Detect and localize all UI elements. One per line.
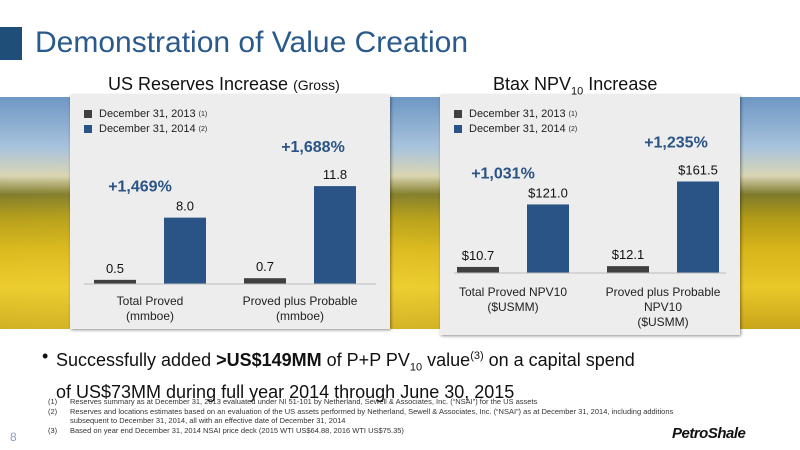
- category-label-line: Total Proved: [116, 294, 184, 308]
- category-label-line: Proved plus Probable: [242, 294, 358, 308]
- category-label-line: Proved plus Probable: [605, 285, 721, 299]
- growth-label-0: +1,031%: [471, 165, 535, 182]
- bar-2014-0: [527, 204, 569, 273]
- legend-swatch-2014: [454, 125, 462, 133]
- reserves-chart-panel: December 31, 2013 (1) December 31, 2014 (2…: [70, 95, 390, 329]
- legend-label-2014: December 31, 2014: [469, 123, 566, 135]
- category-label-line: ($USMM): [637, 315, 689, 329]
- data-label-2013-0: $10.7: [462, 248, 495, 263]
- npv-title-main: Btax NPV: [493, 74, 572, 94]
- reserves-legend: December 31, 2013 (1) December 31, 2014 (2…: [84, 107, 207, 137]
- npv-chart-panel: December 31, 2013 (1) December 31, 2014 (2…: [440, 95, 740, 335]
- footnote-text: Based on year end December 31, 2014 NSAI…: [70, 425, 404, 435]
- bar-2013-0: [94, 279, 136, 284]
- npv-panel-title: Btax NPV10 Increase: [493, 74, 657, 98]
- category-label-0: Total Proved NPV10 ($USMM): [438, 285, 588, 315]
- data-label-2014-1: 11.8: [323, 167, 347, 182]
- legend-item-2013: December 31, 2013 (1): [84, 107, 207, 121]
- key-takeaway-bullet: • Successfully added >US$149MM of P+P PV…: [42, 344, 756, 404]
- category-label-line: Total Proved NPV10: [458, 285, 568, 299]
- bullet-line-2: of US$73MM during full year 2014 through…: [56, 381, 515, 402]
- footnote-text: Reserves and locations estimates based o…: [70, 406, 674, 426]
- bullet-text-1: Successfully added: [56, 350, 217, 370]
- data-label-2013-0: 0.5: [106, 261, 124, 276]
- footnote-1: (1) Reserves summary as at December 31, …: [48, 397, 688, 407]
- bar-2013-0: [457, 266, 499, 273]
- npv-bar-chart: $10.7 $121.0 +1,031% $12.1 $161.5 +1,235%: [454, 134, 726, 274]
- reserves-panel-title: US Reserves Increase (Gross): [108, 74, 340, 95]
- legend-item-2014: December 31, 2014 (2): [84, 122, 207, 136]
- growth-label-1: +1,688%: [281, 139, 345, 156]
- category-label-line: (mmboe): [125, 309, 174, 323]
- bullet-text-2: of P+P PV: [321, 350, 410, 370]
- footnote-3: (3) Based on year end December 31, 2014 …: [48, 426, 688, 436]
- category-label-line: ($USMM): [487, 300, 539, 314]
- category-label-1: Proved plus Probable (mmboe): [225, 294, 375, 324]
- title-accent-bar: [0, 27, 22, 60]
- category-label-1: Proved plus Probable NPV10 ($USMM): [588, 285, 738, 330]
- category-label-line: NPV10: [643, 300, 683, 314]
- bar-2014-0: [164, 217, 206, 284]
- legend-note-2013: (1): [568, 110, 578, 118]
- legend-note-2014: (2): [198, 125, 208, 133]
- reserves-bar-chart: 0.5 8.0 +1,469% 0.7 11.8 +1,688%: [84, 139, 376, 285]
- footnotes: (1) Reserves summary as at December 31, …: [48, 397, 688, 435]
- company-logo: PetroShale: [672, 425, 746, 442]
- footnote-number: (3): [48, 425, 58, 435]
- legend-item-2013: December 31, 2013 (1): [454, 107, 577, 121]
- npv-title-end: Increase: [588, 74, 658, 94]
- footnote-2: (2) Reserves and locations estimates bas…: [48, 407, 688, 426]
- legend-label-2013: December 31, 2013: [469, 108, 566, 120]
- legend-label-2014: December 31, 2014: [99, 123, 196, 135]
- bullet-dot: •: [42, 346, 49, 366]
- legend-swatch-2013: [454, 110, 462, 118]
- bullet-line-1: Successfully added >US$149MM of P+P PV10…: [56, 344, 756, 380]
- npv-legend: December 31, 2013 (1) December 31, 2014 (2…: [454, 107, 577, 137]
- data-label-2014-0: 8.0: [176, 199, 194, 214]
- footnote-number: (2): [48, 406, 58, 416]
- growth-label-1: +1,235%: [644, 134, 708, 151]
- bullet-bold-amount: >US$149MM: [216, 350, 322, 370]
- footnote-text: Reserves summary as at December 31, 2013…: [70, 397, 538, 406]
- bar-2014-1: [677, 181, 719, 273]
- category-label-0: Total Proved (mmboe): [75, 294, 225, 324]
- page-number: 8: [10, 430, 17, 444]
- data-label-2013-1: $12.1: [612, 247, 645, 262]
- growth-label-0: +1,469%: [108, 179, 172, 196]
- category-label-line: (mmboe): [275, 309, 324, 323]
- legend-item-2014: December 31, 2014 (2): [454, 122, 577, 136]
- legend-note-2013: (1): [198, 110, 208, 118]
- bar-2013-1: [607, 266, 649, 273]
- data-label-2014-1: $161.5: [678, 162, 718, 177]
- bullet-text-4: on a capital spend: [483, 350, 635, 370]
- bar-2014-1: [314, 186, 356, 284]
- footnote-number: (1): [48, 397, 58, 406]
- bar-2013-1: [244, 278, 286, 284]
- reserves-title-main: US Reserves Increase: [108, 74, 289, 94]
- bullet-text-3: value: [422, 350, 471, 370]
- bullet-superscript: (3): [470, 350, 484, 362]
- legend-note-2014: (2): [568, 125, 578, 133]
- bullet-subscript: 10: [409, 361, 423, 374]
- reserves-title-suffix: (Gross): [293, 77, 340, 93]
- legend-swatch-2013: [84, 110, 92, 118]
- data-label-2013-1: 0.7: [256, 259, 274, 274]
- slide-title: Demonstration of Value Creation: [35, 26, 469, 59]
- legend-swatch-2014: [84, 125, 92, 133]
- npv-title-sub: 10: [571, 85, 584, 98]
- data-label-2014-0: $121.0: [528, 185, 568, 200]
- legend-label-2013: December 31, 2013: [99, 108, 196, 120]
